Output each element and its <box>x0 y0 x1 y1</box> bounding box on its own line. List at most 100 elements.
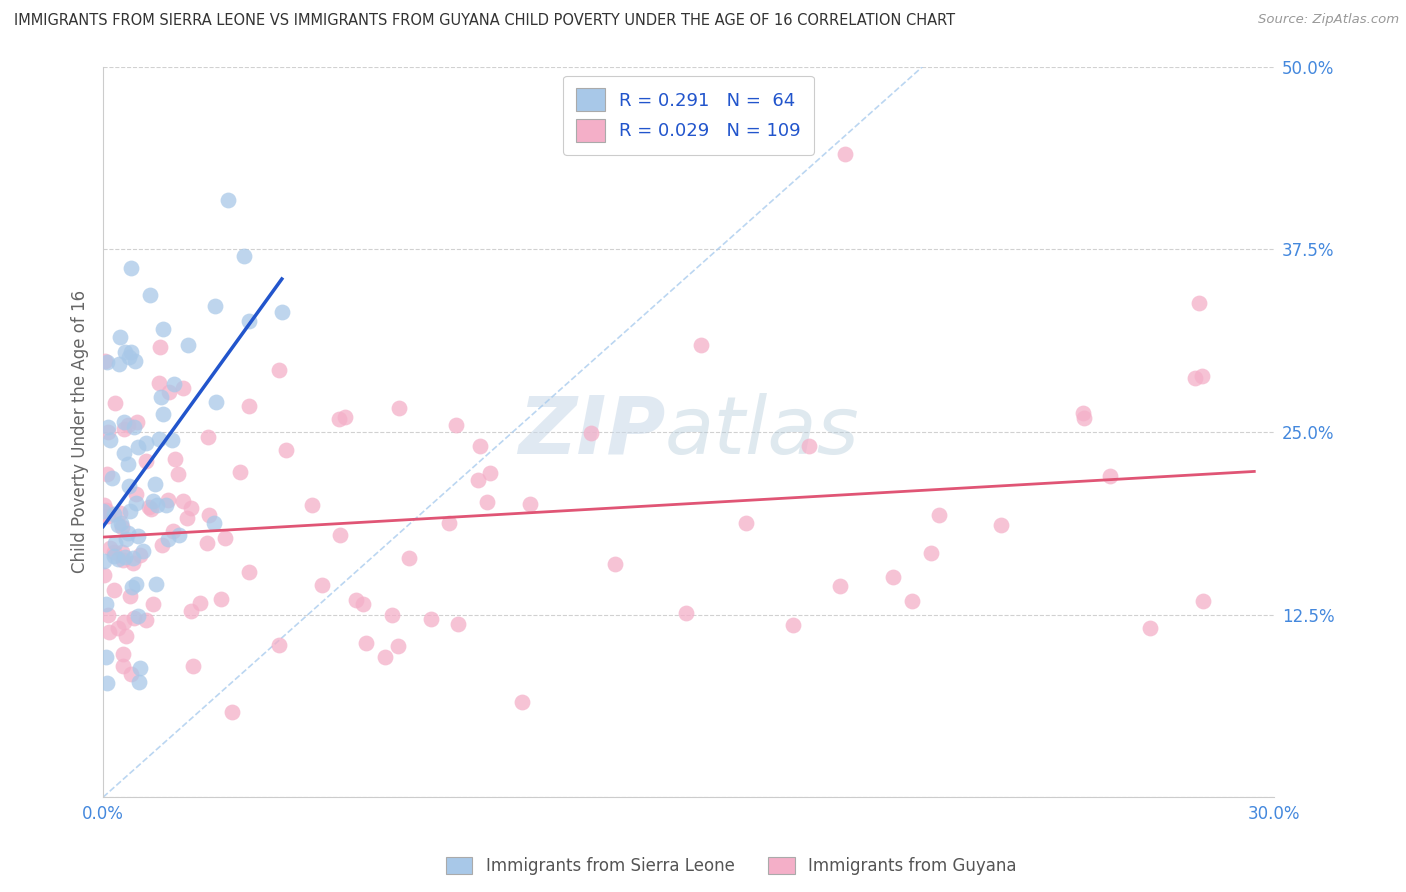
Point <box>135 436 157 450</box>
Point <box>97 608 120 623</box>
Text: IMMIGRANTS FROM SIERRA LEONE VS IMMIGRANTS FROM GUYANA CHILD POVERTY UNDER THE A: IMMIGRANTS FROM SIERRA LEONE VS IMMIGRAN… <box>14 13 955 29</box>
Point <box>98 433 121 447</box>
Point <box>444 418 467 433</box>
Point <box>882 570 904 584</box>
Point <box>125 487 148 501</box>
Point <box>94 597 117 611</box>
Point <box>115 628 138 642</box>
Point <box>120 589 142 603</box>
Point <box>118 350 141 364</box>
Point <box>197 429 219 443</box>
Point <box>437 516 460 530</box>
Point <box>97 425 120 439</box>
Point <box>117 417 139 432</box>
Point <box>111 520 134 534</box>
Point <box>124 577 146 591</box>
Point <box>238 399 260 413</box>
Point <box>579 426 602 441</box>
Text: Source: ZipAtlas.com: Source: ZipAtlas.com <box>1258 13 1399 27</box>
Point <box>135 614 157 628</box>
Point <box>782 617 804 632</box>
Point <box>675 606 697 620</box>
Legend: Immigrants from Sierra Leone, Immigrants from Guyana: Immigrants from Sierra Leone, Immigrants… <box>437 849 1025 884</box>
Point <box>111 545 134 559</box>
Point <box>238 565 260 579</box>
Point <box>1099 469 1122 483</box>
Point <box>128 675 150 690</box>
Point <box>510 695 533 709</box>
Point <box>103 549 125 563</box>
Point <box>157 493 180 508</box>
Point <box>107 517 129 532</box>
Point <box>160 433 183 447</box>
Text: atlas: atlas <box>665 392 860 471</box>
Point <box>165 452 187 467</box>
Point <box>202 516 225 530</box>
Point <box>419 612 441 626</box>
Point <box>145 576 167 591</box>
Point <box>221 705 243 719</box>
Point <box>470 440 492 454</box>
Text: ZIP: ZIP <box>517 392 665 471</box>
Point <box>107 551 129 566</box>
Point <box>114 550 136 565</box>
Point <box>148 376 170 390</box>
Y-axis label: Child Poverty Under the Age of 16: Child Poverty Under the Age of 16 <box>72 290 89 574</box>
Point <box>114 345 136 359</box>
Point <box>311 578 333 592</box>
Point <box>97 509 120 524</box>
Point <box>197 508 219 522</box>
Point <box>146 498 169 512</box>
Point <box>111 553 134 567</box>
Point <box>103 544 125 558</box>
Point <box>381 607 404 622</box>
Point <box>329 528 352 542</box>
Point <box>181 659 204 673</box>
Point <box>118 479 141 493</box>
Point <box>204 299 226 313</box>
Point <box>96 650 118 665</box>
Point <box>163 376 186 391</box>
Point <box>1073 410 1095 425</box>
Point <box>93 498 115 512</box>
Point <box>112 615 135 630</box>
Point <box>328 412 350 426</box>
Point <box>117 526 139 541</box>
Point <box>148 432 170 446</box>
Point <box>1191 594 1213 608</box>
Point <box>467 473 489 487</box>
Point <box>91 504 114 518</box>
Point <box>149 340 172 354</box>
Point <box>103 583 125 598</box>
Point <box>142 494 165 508</box>
Point <box>177 337 200 351</box>
Point <box>162 524 184 539</box>
Point <box>990 517 1012 532</box>
Point <box>110 516 132 530</box>
Point <box>301 498 323 512</box>
Point <box>108 358 131 372</box>
Point <box>114 446 136 460</box>
Point <box>139 502 162 516</box>
Point <box>229 465 252 479</box>
Point <box>104 536 127 550</box>
Point <box>128 549 150 563</box>
Point <box>96 355 118 369</box>
Point <box>121 580 143 594</box>
Point <box>690 338 713 352</box>
Point <box>114 532 136 546</box>
Point <box>155 498 177 512</box>
Point <box>269 638 291 652</box>
Point <box>157 385 180 400</box>
Point <box>138 500 160 515</box>
Point <box>127 440 149 454</box>
Point <box>167 467 190 481</box>
Point <box>150 538 173 552</box>
Point <box>139 288 162 302</box>
Point <box>103 507 125 521</box>
Point <box>398 550 420 565</box>
Point <box>238 314 260 328</box>
Point <box>120 260 142 275</box>
Point <box>270 304 292 318</box>
Point <box>335 410 357 425</box>
